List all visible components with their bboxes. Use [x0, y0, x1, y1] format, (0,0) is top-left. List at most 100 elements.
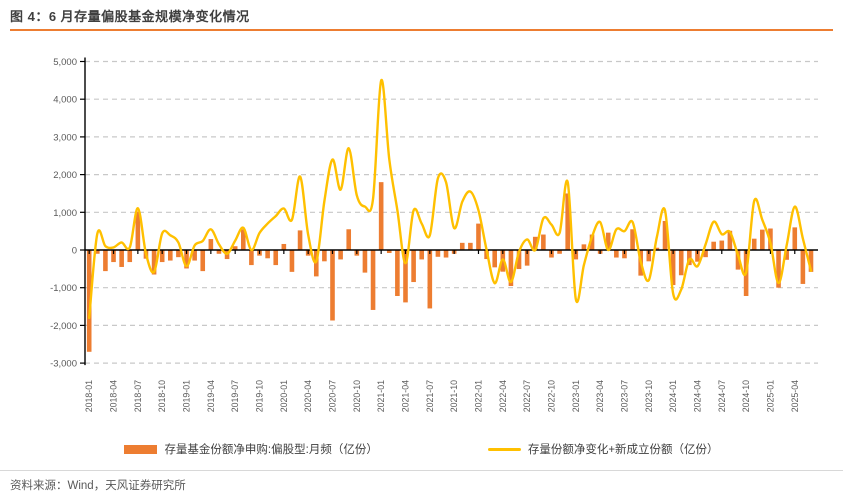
x-axis-label: 2018-07: [133, 380, 143, 412]
figure-title: 图 4：6 月存量偏股基金规模净变化情况: [10, 9, 250, 24]
bar-2022-12: [565, 193, 570, 250]
bar-2024-04: [695, 250, 700, 262]
bar-2019-01: [184, 250, 189, 269]
bar-2021-02: [386, 250, 392, 254]
x-axis-label: 2019-01: [182, 380, 192, 412]
bar-2019-12: [273, 250, 279, 266]
x-axis-label: 2025-01: [765, 380, 775, 412]
x-axis-label: 2020-07: [328, 380, 338, 412]
x-axis-label: 2022-04: [498, 380, 508, 412]
y-axis-label: 4,000: [53, 95, 77, 106]
bar-2023-05: [605, 232, 611, 250]
x-axis-label: 2023-10: [644, 380, 654, 412]
bar-2020-09: [346, 229, 352, 250]
bar-2018-06: [127, 250, 133, 263]
bar-2021-03: [395, 250, 400, 296]
bar-2021-09: [443, 250, 449, 258]
bar-2018-03: [103, 250, 108, 272]
bar-2019-11: [265, 250, 270, 259]
bar-2023-07: [622, 250, 627, 259]
x-axis-label: 2020-10: [352, 380, 362, 412]
x-axis-label: 2019-10: [255, 380, 265, 412]
x-axis-label: 2023-07: [619, 380, 629, 412]
bar-2020-12: [370, 250, 376, 310]
footer-divider: [0, 470, 843, 471]
bar-2021-06: [419, 250, 425, 260]
source-note: 资料来源：Wind，天风证券研究所: [10, 480, 186, 492]
bar-2022-06: [516, 250, 522, 270]
bar-series-swatch-icon: [124, 444, 158, 454]
title-accent-rule: [10, 29, 833, 31]
bar-2019-05: [216, 250, 222, 254]
x-axis-label: 2021-01: [376, 380, 386, 412]
x-axis-label: 2018-10: [157, 380, 167, 412]
x-axis-label: 2023-04: [595, 380, 605, 412]
bar-2018-05: [119, 250, 124, 267]
bar-2019-08: [240, 229, 246, 250]
bar-2024-07: [719, 240, 725, 250]
y-axis-label: 1,000: [53, 208, 77, 219]
line-series-swatch-icon: [487, 447, 521, 451]
bar-2025-06: [808, 250, 814, 272]
legend-item-bar-series: 存量基金份额净申购:偏股型:月频（亿份）: [124, 441, 378, 457]
bar-series-label: 存量基金份额净申购:偏股型:月频（亿份）: [164, 444, 378, 456]
x-axis-label: 2024-10: [741, 380, 751, 412]
combo-chart: 5,000 4,000 3,000 2,000 1,000 0 -1,000 -2,000 -3…: [50, 57, 818, 412]
bar-2021-04: [403, 250, 408, 303]
bar-2024-12: [760, 229, 765, 250]
bar-2020-07: [330, 250, 335, 321]
bar-2020-02: [289, 250, 295, 272]
x-axis-label: 2024-01: [668, 380, 678, 412]
x-axis-label: 2022-10: [546, 380, 556, 412]
bar-2025-05: [800, 250, 806, 284]
bar-2020-11: [362, 250, 368, 273]
x-axis-label: 2024-07: [717, 380, 727, 412]
bar-2019-03: [200, 250, 206, 272]
bar-2018-09: [151, 250, 157, 275]
y-axis-label: 5,000: [53, 57, 77, 68]
y-axis-label: -3,000: [50, 359, 77, 370]
chart-legend: 存量基金份额净申购:偏股型:月频（亿份） 存量份额净变化+新成立份额（亿份）: [0, 438, 843, 460]
bar-2022-09: [541, 234, 546, 250]
bar-2021-05: [411, 250, 416, 283]
bar-2021-11: [459, 242, 465, 250]
bar-2023-06: [614, 250, 619, 258]
x-axis-label: 2021-04: [400, 380, 410, 412]
bar-2023-08: [630, 229, 635, 250]
bar-2018-11: [168, 250, 173, 261]
bar-2025-02: [776, 250, 781, 288]
bar-2022-04: [500, 250, 506, 272]
bar-2021-08: [435, 250, 441, 257]
bar-2025-03: [784, 250, 789, 260]
bar-2024-09: [735, 250, 741, 270]
legend-item-line-series: 存量份额净变化+新成立份额（亿份）: [487, 441, 719, 457]
bar-2022-11: [557, 250, 562, 254]
bar-2021-07: [427, 250, 433, 309]
bar-2022-08: [532, 236, 538, 250]
bar-2021-12: [468, 242, 473, 250]
bar-2023-11: [654, 247, 660, 250]
bar-2023-10: [646, 250, 652, 262]
bar-2020-06: [322, 250, 327, 262]
bar-2018-04: [111, 250, 116, 263]
x-axis-label: 2023-01: [571, 380, 581, 412]
bar-2025-04: [792, 227, 798, 250]
bar-2019-02: [192, 250, 197, 261]
bar-2023-02: [581, 244, 587, 250]
bar-2020-08: [338, 250, 343, 260]
bar-2024-02: [678, 250, 684, 276]
bar-2018-01: [86, 250, 92, 352]
y-axis-label: 2,000: [53, 170, 77, 181]
bar-2023-12: [662, 220, 668, 250]
bar-2019-04: [208, 239, 214, 250]
bar-2023-03: [589, 234, 595, 250]
x-axis-label: 2019-04: [206, 380, 216, 412]
x-axis-label: 2018-04: [109, 380, 119, 412]
x-axis-label: 2020-01: [279, 380, 289, 412]
y-axis-label: -2,000: [50, 321, 77, 332]
x-axis-label: 2025-04: [790, 380, 800, 412]
bar-2022-05: [508, 250, 514, 287]
bar-2024-01: [670, 250, 676, 286]
line-series-label: 存量份额净变化+新成立份额（亿份）: [527, 444, 719, 456]
bar-2018-10: [159, 250, 165, 263]
